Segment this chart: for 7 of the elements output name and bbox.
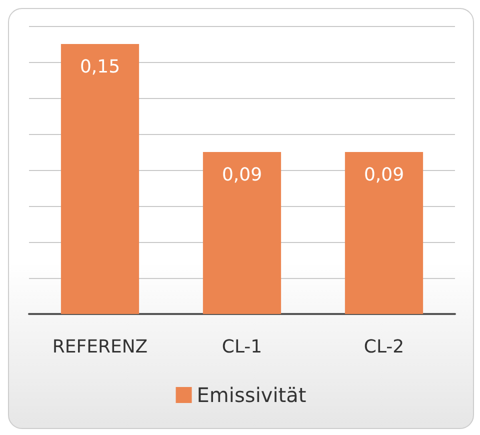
x-tick-label: CL-2 bbox=[364, 336, 404, 358]
legend-label: Emissivität bbox=[196, 383, 306, 407]
x-tick-label: CL-1 bbox=[222, 336, 262, 358]
data-label: 0,09 bbox=[364, 164, 404, 186]
data-label: 0,15 bbox=[80, 56, 120, 78]
data-label: 0,09 bbox=[222, 164, 262, 186]
x-tick-label: REFERENZ bbox=[52, 336, 148, 358]
